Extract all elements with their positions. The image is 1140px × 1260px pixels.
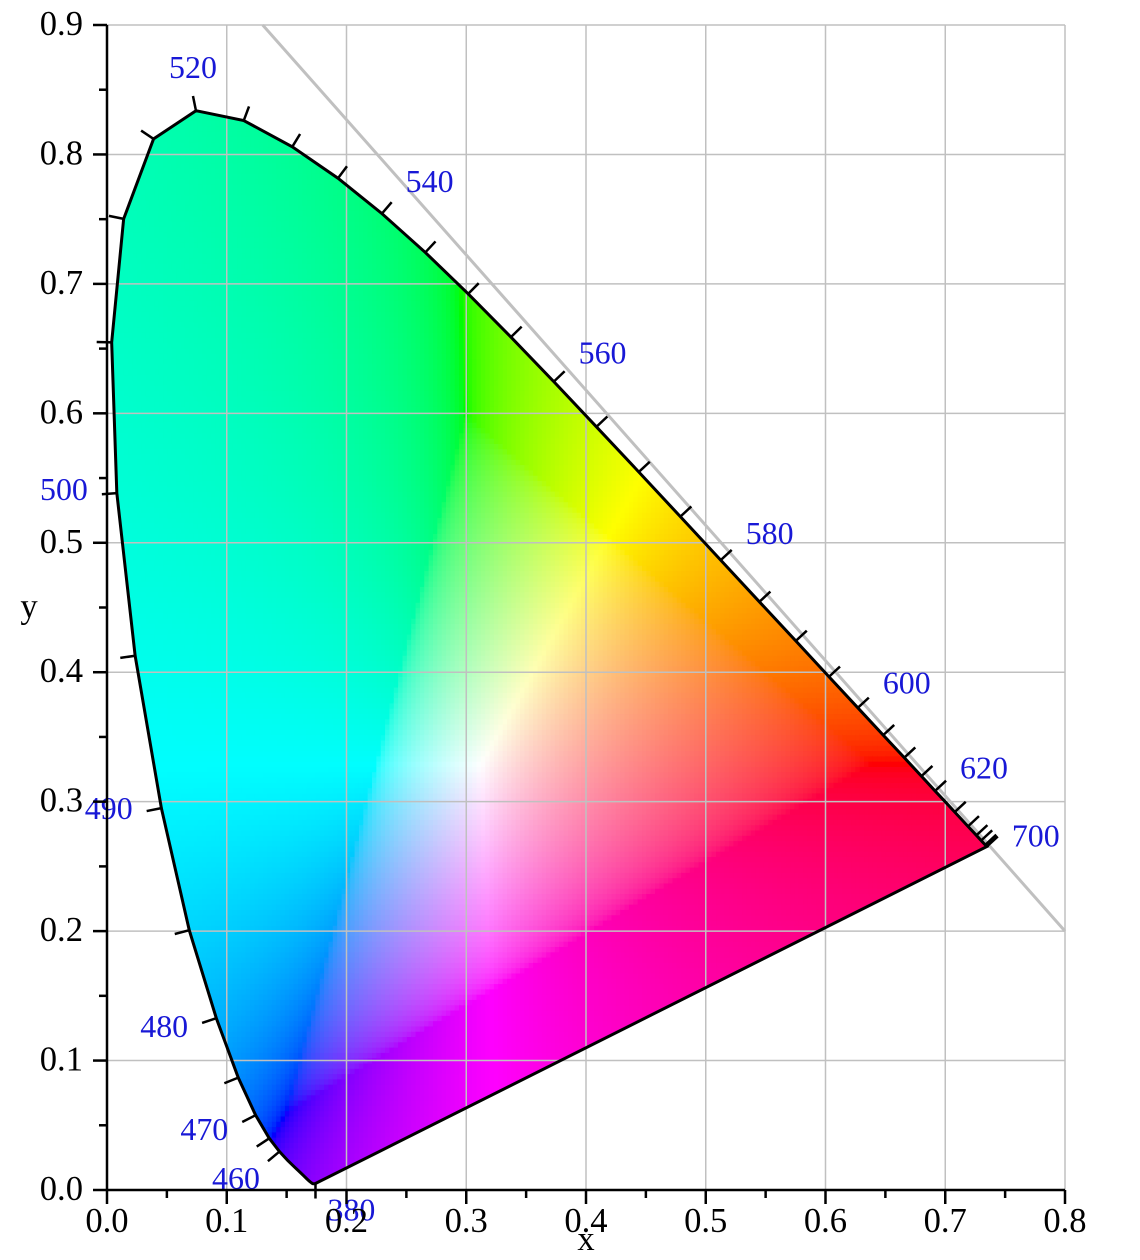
- y-tick-label: 0.1: [40, 1041, 83, 1079]
- y-tick-label: 0.5: [40, 523, 83, 561]
- x-tick-label: 0.0: [85, 1202, 128, 1240]
- y-tick-label: 0.7: [40, 264, 83, 302]
- wavelength-label-580: 580: [746, 516, 794, 551]
- x-axis-label: x: [577, 1220, 594, 1258]
- x-tick-label: 0.5: [684, 1202, 727, 1240]
- y-tick-label: 0.0: [40, 1170, 83, 1208]
- y-tick-label: 0.4: [40, 652, 83, 690]
- y-tick-label: 0.2: [40, 911, 83, 949]
- x-tick-label: 0.1: [205, 1202, 248, 1240]
- y-tick-label: 0.3: [40, 782, 83, 820]
- wavelength-label-500: 500: [40, 472, 88, 507]
- wavelength-label-520: 520: [169, 50, 217, 85]
- y-tick-label: 0.6: [40, 393, 83, 431]
- wavelength-label-490: 490: [85, 791, 133, 826]
- wavelength-label-600: 600: [883, 666, 931, 701]
- x-tick-label: 0.2: [325, 1202, 368, 1240]
- chart-svg: 3804604704804905005205405605806006207000…: [0, 0, 1140, 1260]
- x-tick-label: 0.3: [445, 1202, 488, 1240]
- y-axis-label: y: [20, 588, 38, 626]
- wavelength-label-560: 560: [579, 335, 627, 370]
- y-tick-label: 0.9: [40, 5, 83, 43]
- chromaticity-fill: [106, 83, 1013, 1191]
- x-tick-label: 0.6: [804, 1202, 847, 1240]
- chromaticity-diagram: 3804604704804905005205405605806006207000…: [0, 0, 1140, 1260]
- wavelength-label-480: 480: [140, 1009, 188, 1044]
- y-tick-label: 0.8: [40, 134, 83, 172]
- wavelength-label-620: 620: [960, 751, 1008, 786]
- wavelength-label-540: 540: [406, 164, 454, 199]
- wavelength-label-700: 700: [1012, 818, 1060, 853]
- x-tick-label: 0.7: [924, 1202, 967, 1240]
- x-tick-label: 0.8: [1043, 1202, 1086, 1240]
- wavelength-label-470: 470: [180, 1112, 228, 1147]
